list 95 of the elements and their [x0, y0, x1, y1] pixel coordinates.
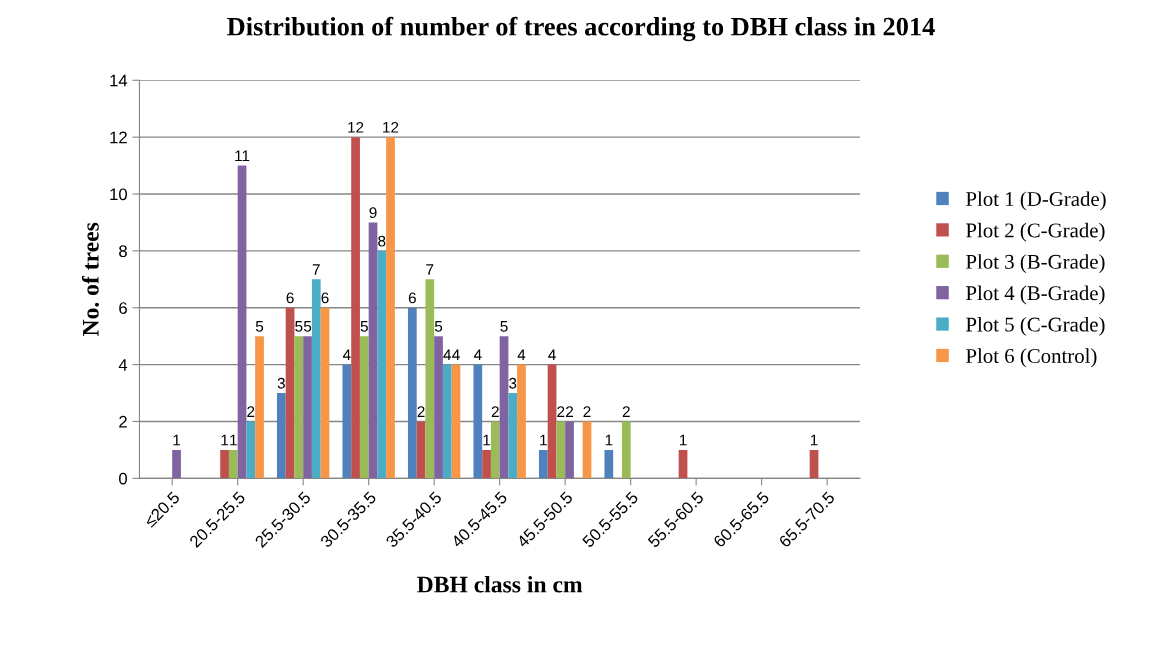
bar: [294, 336, 304, 479]
bar: [359, 336, 369, 479]
bar: [499, 336, 509, 479]
data-label: 9: [369, 207, 377, 219]
bar: [556, 421, 566, 479]
data-label: 4: [452, 349, 460, 361]
legend-label: Plot 2 (C-Grade): [966, 222, 1105, 242]
data-label: 2: [491, 406, 499, 417]
data-label: 1: [221, 434, 229, 446]
bar: [285, 307, 295, 479]
legend-label: Plot 5 (C-Grade): [966, 316, 1105, 336]
data-label: 3: [509, 377, 517, 389]
data-label: 7: [312, 264, 320, 275]
bar: [547, 364, 557, 479]
data-label: 2: [583, 406, 591, 417]
bar: [442, 364, 452, 479]
data-label: 4: [342, 349, 351, 361]
bar: [255, 336, 264, 479]
bar: [172, 449, 181, 479]
bar: [246, 421, 256, 479]
bar: [407, 307, 417, 479]
data-label: 11: [235, 150, 250, 162]
y-tick-label: 4: [118, 359, 128, 371]
bar: [368, 222, 378, 479]
bar: [351, 137, 360, 479]
bar: [386, 137, 395, 479]
data-label: 4: [548, 349, 556, 361]
data-label: 6: [321, 292, 329, 304]
data-label: 2: [622, 406, 630, 417]
data-label: 12: [348, 121, 364, 133]
data-label: 2: [417, 406, 425, 417]
bar: [490, 421, 500, 479]
legend-label: Plot 4 (B-Grade): [966, 285, 1105, 305]
y-tick-label: 12: [110, 131, 127, 144]
bar: [678, 449, 688, 479]
data-label: 4: [473, 349, 482, 361]
data-label: 1: [810, 434, 818, 446]
data-label: 4: [517, 349, 526, 361]
data-label: 7: [426, 264, 434, 275]
y-tick-label: 0: [119, 472, 127, 485]
legend-label: Plot 6 (Control): [966, 348, 1097, 368]
data-label: 8: [378, 235, 386, 247]
data-label: 2: [557, 406, 565, 417]
bar: [809, 449, 819, 479]
bar: [220, 449, 229, 479]
bar: [473, 364, 483, 479]
data-label: 1: [605, 434, 613, 446]
y-tick-label: 2: [119, 415, 127, 428]
legend-label: Plot 3 (B-Grade): [966, 254, 1105, 274]
data-label: 3: [277, 377, 285, 389]
data-label: 1: [540, 434, 547, 446]
bar: [303, 336, 312, 479]
bar: [538, 449, 548, 479]
data-label: 5: [434, 321, 443, 332]
bar: [565, 421, 574, 479]
bar: [604, 449, 614, 479]
data-label: 6: [408, 292, 416, 304]
data-label: 5: [500, 321, 508, 332]
bar: [517, 364, 526, 479]
bar: [434, 336, 443, 479]
data-label: 6: [286, 292, 294, 304]
y-tick-label: 8: [119, 245, 127, 258]
bar: [342, 364, 352, 479]
bar: [451, 364, 461, 479]
y-tick-label: 10: [110, 188, 127, 201]
data-label: 2: [247, 406, 255, 417]
data-label: 5: [295, 321, 303, 332]
data-label: 1: [679, 434, 687, 446]
bar: [237, 165, 247, 479]
bar: [508, 393, 518, 479]
data-label: 1: [173, 434, 181, 446]
bar: [276, 393, 286, 479]
bar: [228, 449, 238, 479]
bar: [320, 307, 330, 479]
bar: [482, 449, 491, 479]
data-label: 5: [360, 321, 368, 332]
y-tick-label: 14: [110, 74, 128, 87]
chart-title: Distribution of number of trees according to DBH class in 2014: [227, 16, 935, 42]
data-label: 1: [483, 434, 491, 446]
bar: [416, 421, 426, 479]
y-axis-title: No. of trees: [81, 222, 99, 337]
data-label: 5: [255, 321, 264, 332]
data-label: 12: [383, 121, 399, 133]
bar: [582, 421, 592, 479]
data-label: 5: [303, 321, 312, 332]
bar: [621, 421, 631, 479]
data-label: 4: [443, 349, 452, 361]
x-axis-title: DBH class in cm: [417, 575, 583, 593]
bar: [311, 279, 321, 479]
y-tick-label: 6: [119, 302, 127, 314]
bar: [425, 279, 435, 479]
legend-label: Plot 1 (D-Grade): [966, 191, 1106, 211]
data-label: 2: [566, 406, 573, 417]
data-label: 1: [230, 434, 237, 446]
bar: [377, 250, 387, 479]
